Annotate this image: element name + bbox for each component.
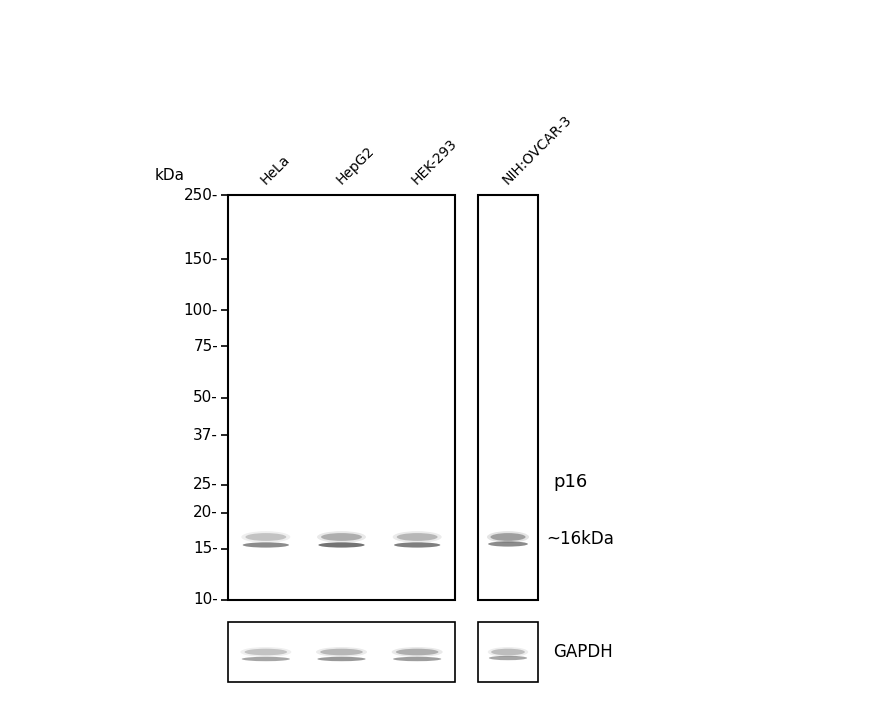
Text: 20-: 20- xyxy=(194,506,218,520)
Ellipse shape xyxy=(316,647,367,657)
Text: 15-: 15- xyxy=(194,542,218,557)
Text: 150-: 150- xyxy=(184,252,218,267)
Text: 250-: 250- xyxy=(184,188,218,203)
Bar xyxy=(228,622,455,682)
Text: 37-: 37- xyxy=(193,428,218,443)
Ellipse shape xyxy=(396,648,439,656)
Ellipse shape xyxy=(488,541,527,547)
Text: p16: p16 xyxy=(553,473,587,491)
Ellipse shape xyxy=(317,657,366,661)
Bar xyxy=(478,195,538,600)
Text: NIH:OVCAR-3: NIH:OVCAR-3 xyxy=(500,112,575,187)
Text: GAPDH: GAPDH xyxy=(553,643,613,661)
Ellipse shape xyxy=(392,531,441,542)
Text: 10-: 10- xyxy=(194,592,218,607)
Ellipse shape xyxy=(487,531,529,542)
Ellipse shape xyxy=(491,648,525,656)
Text: HepG2: HepG2 xyxy=(334,144,377,187)
Ellipse shape xyxy=(490,533,526,541)
Ellipse shape xyxy=(244,648,287,656)
Text: kDa: kDa xyxy=(155,168,185,183)
Ellipse shape xyxy=(394,542,440,547)
Ellipse shape xyxy=(318,542,365,547)
Ellipse shape xyxy=(242,657,290,661)
Text: ~16kDa: ~16kDa xyxy=(546,530,614,548)
Text: HeLa: HeLa xyxy=(258,152,293,187)
Ellipse shape xyxy=(242,531,290,542)
Ellipse shape xyxy=(397,533,438,541)
Ellipse shape xyxy=(317,531,366,542)
Text: 25-: 25- xyxy=(194,477,218,492)
Text: 100-: 100- xyxy=(184,303,218,318)
Ellipse shape xyxy=(242,542,289,547)
Text: HEK-293: HEK-293 xyxy=(409,137,460,187)
Text: 75-: 75- xyxy=(194,339,218,354)
Ellipse shape xyxy=(321,533,362,541)
Ellipse shape xyxy=(393,657,441,661)
Ellipse shape xyxy=(392,647,443,657)
Ellipse shape xyxy=(488,647,528,657)
Ellipse shape xyxy=(245,533,286,541)
Bar xyxy=(478,622,538,682)
Ellipse shape xyxy=(321,648,363,656)
Ellipse shape xyxy=(489,656,527,661)
Text: 50-: 50- xyxy=(194,390,218,405)
Bar xyxy=(228,195,455,600)
Ellipse shape xyxy=(241,647,291,657)
